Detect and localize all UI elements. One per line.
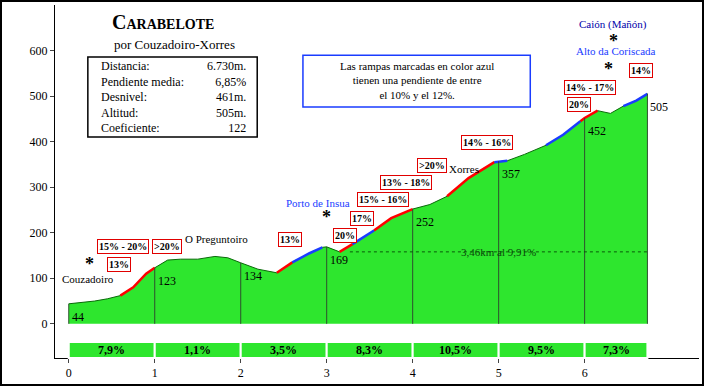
svg-text:505: 505 [650, 100, 668, 114]
svg-text:6.730m.6,85%461m.505m.122: 6.730m.6,85%461m.505m.122 [207, 59, 246, 135]
svg-text:600: 600 [30, 44, 48, 58]
svg-text:13%: 13% [280, 234, 300, 245]
svg-text:9,5%: 9,5% [528, 343, 555, 357]
svg-text:13% - 18%: 13% - 18% [382, 177, 430, 188]
svg-text:300: 300 [30, 180, 48, 194]
svg-text:14% - 16%: 14% - 16% [463, 137, 511, 148]
svg-text:Porto de Insua: Porto de Insua [286, 197, 350, 209]
svg-text:1: 1 [152, 366, 158, 380]
svg-text:134: 134 [244, 269, 262, 283]
svg-text:123: 123 [158, 274, 176, 288]
svg-text:4: 4 [410, 366, 416, 380]
svg-text:5: 5 [496, 366, 502, 380]
svg-text:O Preguntoiro: O Preguntoiro [185, 233, 248, 245]
svg-text:169: 169 [330, 253, 348, 267]
svg-text:10,5%: 10,5% [439, 343, 472, 357]
svg-text:Caión (Mañón): Caión (Mañón) [579, 18, 647, 31]
svg-text:400: 400 [30, 135, 48, 149]
svg-text:6: 6 [582, 366, 588, 380]
svg-text:0: 0 [42, 317, 48, 331]
svg-text:14%: 14% [631, 65, 651, 76]
svg-text:por Couzadoiro-Xorres: por Couzadoiro-Xorres [114, 37, 235, 52]
svg-text:44: 44 [72, 310, 84, 324]
svg-text:200: 200 [30, 226, 48, 240]
svg-text:Xorres: Xorres [449, 163, 479, 175]
svg-text:15% - 20%: 15% - 20% [99, 241, 147, 252]
svg-text:2: 2 [238, 366, 244, 380]
svg-text:3,46km al 9,91%: 3,46km al 9,91% [461, 246, 536, 258]
svg-text:Alto da Coriscada: Alto da Coriscada [576, 45, 656, 57]
svg-text:1,1%: 1,1% [184, 343, 211, 357]
svg-text:100: 100 [30, 271, 48, 285]
svg-text:13%: 13% [109, 259, 129, 270]
svg-text:357: 357 [502, 167, 520, 181]
svg-text:Distancia:Pendiente media:Desn: Distancia:Pendiente media:Desnivel:Altit… [101, 59, 184, 135]
svg-text:*: * [604, 59, 613, 79]
svg-text:Las rampas marcadas en color a: Las rampas marcadas en color azultienen … [340, 60, 494, 101]
svg-text:8,3%: 8,3% [356, 343, 383, 357]
svg-text:500: 500 [30, 89, 48, 103]
svg-text:17%: 17% [352, 213, 372, 224]
svg-text:*: * [85, 254, 94, 274]
svg-text:0: 0 [66, 366, 72, 380]
svg-text:>20%: >20% [154, 241, 180, 252]
svg-text:*: * [609, 31, 618, 51]
svg-text:252: 252 [416, 215, 434, 229]
svg-text:Couzadoiro: Couzadoiro [62, 273, 114, 285]
svg-text:7,9%: 7,9% [98, 343, 125, 357]
svg-text:3,5%: 3,5% [270, 343, 297, 357]
svg-text:14% - 17%: 14% - 17% [566, 82, 614, 93]
svg-text:3: 3 [324, 366, 330, 380]
svg-text:>20%: >20% [419, 160, 445, 171]
svg-text:20%: 20% [335, 230, 355, 241]
svg-text:Carabelote: Carabelote [112, 11, 214, 33]
svg-text:7,3%: 7,3% [603, 343, 630, 357]
svg-text:*: * [322, 207, 331, 227]
svg-text:452: 452 [588, 124, 606, 138]
svg-text:15% - 16%: 15% - 16% [359, 194, 407, 205]
svg-text:20%: 20% [569, 99, 589, 110]
